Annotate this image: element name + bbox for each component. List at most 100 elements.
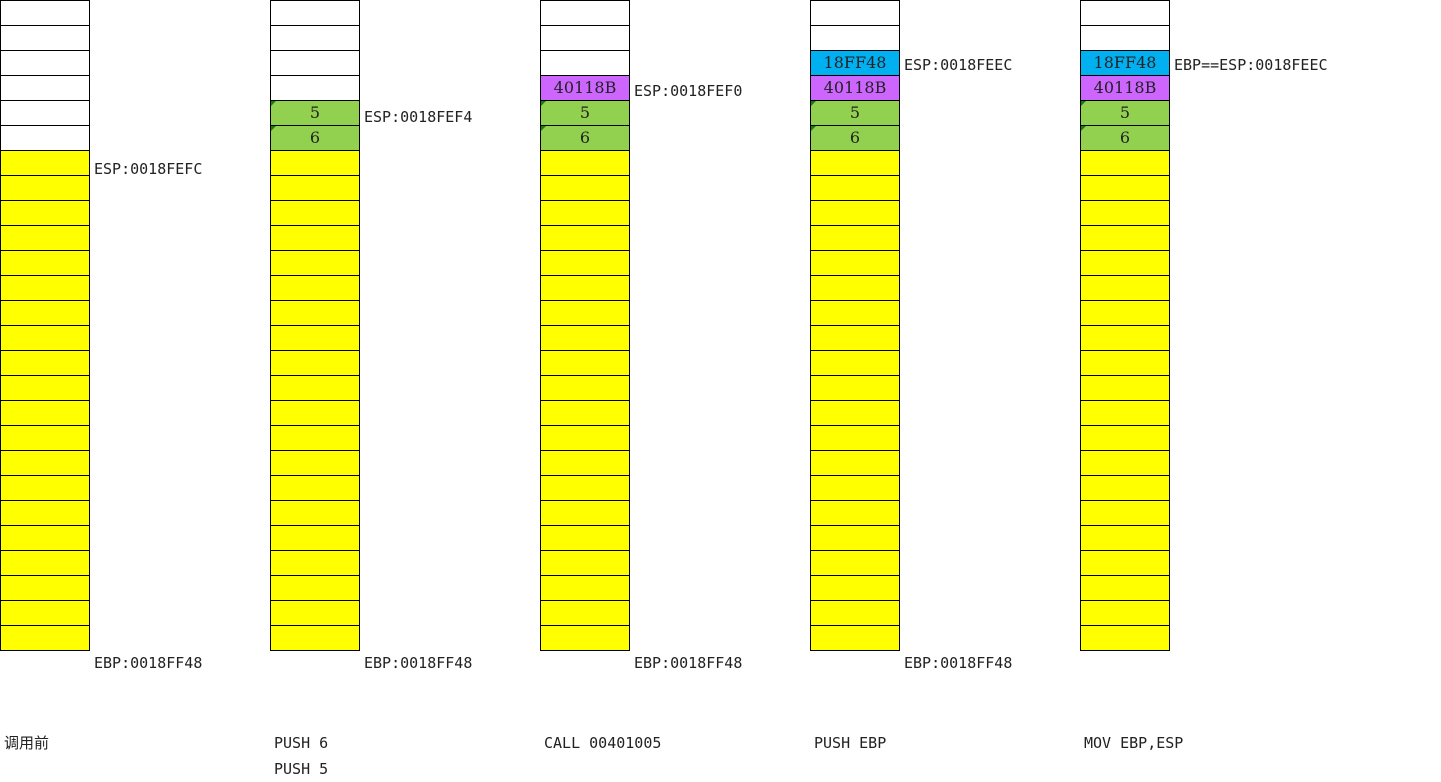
stack-cell bbox=[270, 425, 360, 451]
stack-cell bbox=[270, 600, 360, 626]
stack-cell bbox=[810, 375, 900, 401]
stack-cell: 18FF48 bbox=[1080, 50, 1170, 76]
step-caption: PUSH 6 PUSH 5 bbox=[274, 734, 329, 778]
stack-cell bbox=[540, 625, 630, 651]
stack-cell bbox=[540, 350, 630, 376]
stack-cell bbox=[270, 575, 360, 601]
stack-cell: 5 bbox=[1080, 100, 1170, 126]
stack-cell bbox=[1080, 225, 1170, 251]
stack-cell bbox=[810, 525, 900, 551]
stack-cell bbox=[0, 375, 90, 401]
stack-cell bbox=[0, 400, 90, 426]
stack-cell bbox=[1080, 200, 1170, 226]
stack-cell bbox=[1080, 0, 1170, 26]
stack-cell bbox=[0, 125, 90, 151]
stack-cell bbox=[1080, 550, 1170, 576]
stack-cell: 5 bbox=[540, 100, 630, 126]
stack-cell bbox=[810, 200, 900, 226]
stack-cell bbox=[540, 150, 630, 176]
stack-cell bbox=[810, 250, 900, 276]
stack-cell bbox=[810, 150, 900, 176]
stack-cell bbox=[270, 475, 360, 501]
step-caption: 调用前 bbox=[4, 734, 50, 752]
stack-cell bbox=[1080, 500, 1170, 526]
stack-cell bbox=[0, 250, 90, 276]
stack-cell bbox=[1080, 625, 1170, 651]
stack-cell bbox=[810, 625, 900, 651]
stack-cell bbox=[270, 200, 360, 226]
stack-cell: 5 bbox=[810, 100, 900, 126]
step-caption: MOV EBP,ESP bbox=[1084, 734, 1184, 752]
stack-cell bbox=[270, 350, 360, 376]
stack-cell bbox=[540, 300, 630, 326]
stack-column-3: 40118B 5 6 bbox=[540, 0, 630, 651]
stack-cell bbox=[540, 50, 630, 76]
stack-cell bbox=[810, 425, 900, 451]
stack-column-5: 18FF48 40118B 5 6 bbox=[1080, 0, 1170, 651]
stack-cell bbox=[270, 225, 360, 251]
stack-cell bbox=[1080, 400, 1170, 426]
stack-cell bbox=[540, 200, 630, 226]
stack-cell bbox=[540, 25, 630, 51]
stack-column-4: 18FF48 40118B 5 6 bbox=[810, 0, 900, 651]
stack-cell bbox=[1080, 525, 1170, 551]
stack-cell bbox=[810, 550, 900, 576]
step-caption: PUSH EBP bbox=[814, 734, 887, 752]
stack-cell bbox=[810, 0, 900, 26]
register-label: ESP:0018FEEC bbox=[904, 56, 1013, 74]
stack-cell bbox=[810, 275, 900, 301]
stack-cell bbox=[540, 450, 630, 476]
stack-cell bbox=[540, 550, 630, 576]
stack-cell bbox=[0, 500, 90, 526]
stack-cell: 6 bbox=[810, 125, 900, 151]
stack-cell bbox=[810, 475, 900, 501]
stack-cell bbox=[810, 450, 900, 476]
stack-column-1 bbox=[0, 0, 90, 651]
stack-cell bbox=[270, 325, 360, 351]
stack-cell bbox=[810, 300, 900, 326]
stack-cell bbox=[270, 550, 360, 576]
stack-cell bbox=[1080, 300, 1170, 326]
stack-cell bbox=[1080, 425, 1170, 451]
stack-cell bbox=[0, 525, 90, 551]
stack-cell bbox=[270, 25, 360, 51]
stack-cell bbox=[540, 425, 630, 451]
stack-cell bbox=[1080, 375, 1170, 401]
stack-cell bbox=[540, 375, 630, 401]
stack-cell bbox=[810, 325, 900, 351]
stack-cell bbox=[0, 100, 90, 126]
stack-cell bbox=[1080, 475, 1170, 501]
stack-cell bbox=[810, 350, 900, 376]
stack-cell bbox=[0, 475, 90, 501]
stack-cell bbox=[270, 625, 360, 651]
stack-cell bbox=[540, 475, 630, 501]
stack-cell bbox=[540, 0, 630, 26]
stack-cell: 40118B bbox=[540, 75, 630, 101]
stack-cell bbox=[0, 225, 90, 251]
stack-cell bbox=[540, 400, 630, 426]
stack-cell bbox=[0, 450, 90, 476]
stack-cell bbox=[1080, 575, 1170, 601]
stack-cell bbox=[270, 150, 360, 176]
stack-cell bbox=[270, 500, 360, 526]
stack-cell bbox=[810, 575, 900, 601]
stack-cell: 6 bbox=[270, 125, 360, 151]
stack-cell bbox=[0, 350, 90, 376]
register-label: ESP:0018FEFC bbox=[94, 160, 203, 178]
stack-cell bbox=[1080, 250, 1170, 276]
step-caption: CALL 00401005 bbox=[544, 734, 662, 752]
stack-cell bbox=[0, 575, 90, 601]
stack-cell bbox=[810, 25, 900, 51]
stack-cell bbox=[270, 375, 360, 401]
stack-cell bbox=[270, 250, 360, 276]
stack-cell bbox=[1080, 450, 1170, 476]
stack-cell bbox=[0, 325, 90, 351]
stack-cell: 40118B bbox=[1080, 75, 1170, 101]
stack-cell bbox=[270, 175, 360, 201]
stack-cell bbox=[810, 500, 900, 526]
stack-cell bbox=[1080, 350, 1170, 376]
stack-cell bbox=[1080, 150, 1170, 176]
register-label: EBP:0018FF48 bbox=[94, 654, 203, 672]
stack-cell bbox=[540, 250, 630, 276]
